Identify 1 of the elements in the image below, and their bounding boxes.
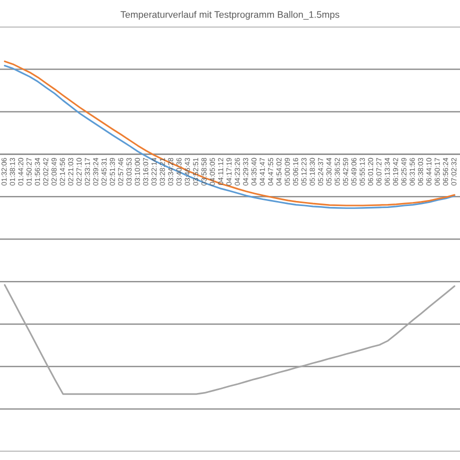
chart-title: Temperaturverlauf mit Testprogramm Ballon_1.5mps (120, 10, 340, 20)
